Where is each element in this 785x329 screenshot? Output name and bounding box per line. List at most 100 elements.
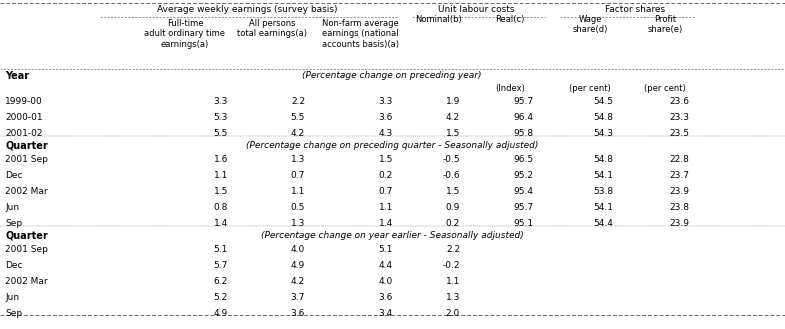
Text: 95.2: 95.2 — [513, 171, 533, 180]
Text: -0.6: -0.6 — [443, 171, 460, 180]
Text: (Percentage change on preceding quarter - Seasonally adjusted): (Percentage change on preceding quarter … — [246, 141, 539, 150]
Text: 23.3: 23.3 — [669, 113, 689, 122]
Text: 23.8: 23.8 — [669, 203, 689, 212]
Text: 4.9: 4.9 — [214, 309, 228, 318]
Text: 54.1: 54.1 — [593, 203, 613, 212]
Text: 96.4: 96.4 — [513, 113, 533, 122]
Text: 0.2: 0.2 — [446, 219, 460, 228]
Text: 54.1: 54.1 — [593, 171, 613, 180]
Text: 0.7: 0.7 — [290, 171, 305, 180]
Text: 4.0: 4.0 — [290, 245, 305, 254]
Text: All persons
total earnings(a): All persons total earnings(a) — [237, 19, 307, 38]
Text: 1.9: 1.9 — [446, 97, 460, 106]
Text: 5.2: 5.2 — [214, 293, 228, 302]
Text: 1999-00: 1999-00 — [5, 97, 42, 106]
Text: 2001 Sep: 2001 Sep — [5, 155, 48, 164]
Text: Average weekly earnings (survey basis): Average weekly earnings (survey basis) — [157, 5, 338, 14]
Text: 5.1: 5.1 — [378, 245, 393, 254]
Text: 3.3: 3.3 — [214, 97, 228, 106]
Text: 1.1: 1.1 — [446, 277, 460, 286]
Text: Sep: Sep — [5, 219, 22, 228]
Text: 23.7: 23.7 — [669, 171, 689, 180]
Text: 54.4: 54.4 — [593, 219, 613, 228]
Text: 4.9: 4.9 — [290, 261, 305, 270]
Text: Quarter: Quarter — [5, 231, 48, 241]
Text: 23.5: 23.5 — [669, 129, 689, 138]
Text: 5.1: 5.1 — [214, 245, 228, 254]
Text: Profit
share(e): Profit share(e) — [648, 15, 683, 35]
Text: 1.1: 1.1 — [214, 171, 228, 180]
Text: 4.2: 4.2 — [446, 113, 460, 122]
Text: 0.8: 0.8 — [214, 203, 228, 212]
Text: 1.1: 1.1 — [378, 203, 393, 212]
Text: 1.3: 1.3 — [290, 219, 305, 228]
Text: -0.5: -0.5 — [443, 155, 460, 164]
Text: Sep: Sep — [5, 309, 22, 318]
Text: 96.5: 96.5 — [513, 155, 533, 164]
Text: 4.3: 4.3 — [378, 129, 393, 138]
Text: -0.2: -0.2 — [443, 261, 460, 270]
Text: 3.6: 3.6 — [378, 293, 393, 302]
Text: 95.4: 95.4 — [513, 187, 533, 196]
Text: Non-farm average
earnings (national
accounts basis)(a): Non-farm average earnings (national acco… — [322, 19, 399, 49]
Text: 5.7: 5.7 — [214, 261, 228, 270]
Text: Dec: Dec — [5, 171, 23, 180]
Text: 1.5: 1.5 — [378, 155, 393, 164]
Text: Unit labour costs: Unit labour costs — [438, 5, 514, 14]
Text: 1.3: 1.3 — [446, 293, 460, 302]
Text: (per cent): (per cent) — [644, 84, 686, 93]
Text: 23.9: 23.9 — [669, 219, 689, 228]
Text: Dec: Dec — [5, 261, 23, 270]
Text: 0.5: 0.5 — [290, 203, 305, 212]
Text: 1.5: 1.5 — [446, 187, 460, 196]
Text: Wage
share(d): Wage share(d) — [572, 15, 608, 35]
Text: 2001 Sep: 2001 Sep — [5, 245, 48, 254]
Text: 2000-01: 2000-01 — [5, 113, 42, 122]
Text: 22.8: 22.8 — [669, 155, 689, 164]
Text: Real(c): Real(c) — [495, 15, 524, 24]
Text: 0.7: 0.7 — [378, 187, 393, 196]
Text: (Index): (Index) — [495, 84, 525, 93]
Text: 1.4: 1.4 — [214, 219, 228, 228]
Text: 95.7: 95.7 — [513, 203, 533, 212]
Text: 23.9: 23.9 — [669, 187, 689, 196]
Text: 53.8: 53.8 — [593, 187, 613, 196]
Text: 0.9: 0.9 — [446, 203, 460, 212]
Text: 2002 Mar: 2002 Mar — [5, 187, 48, 196]
Text: 5.5: 5.5 — [214, 129, 228, 138]
Text: 3.6: 3.6 — [378, 113, 393, 122]
Text: 54.3: 54.3 — [593, 129, 613, 138]
Text: Quarter: Quarter — [5, 141, 48, 151]
Text: 4.4: 4.4 — [379, 261, 393, 270]
Text: 3.6: 3.6 — [290, 309, 305, 318]
Text: 95.1: 95.1 — [513, 219, 533, 228]
Text: Year: Year — [5, 71, 29, 81]
Text: 54.8: 54.8 — [593, 155, 613, 164]
Text: (Percentage change on preceding year): (Percentage change on preceding year) — [302, 71, 482, 80]
Text: Full-time
adult ordinary time
earnings(a): Full-time adult ordinary time earnings(a… — [144, 19, 225, 49]
Text: 6.2: 6.2 — [214, 277, 228, 286]
Text: 2001-02: 2001-02 — [5, 129, 42, 138]
Text: 4.2: 4.2 — [291, 277, 305, 286]
Text: 3.7: 3.7 — [290, 293, 305, 302]
Text: 1.6: 1.6 — [214, 155, 228, 164]
Text: 5.3: 5.3 — [214, 113, 228, 122]
Text: 2.2: 2.2 — [446, 245, 460, 254]
Text: (per cent): (per cent) — [569, 84, 611, 93]
Text: 1.1: 1.1 — [290, 187, 305, 196]
Text: 5.5: 5.5 — [290, 113, 305, 122]
Text: 95.7: 95.7 — [513, 97, 533, 106]
Text: 2.2: 2.2 — [291, 97, 305, 106]
Text: Jun: Jun — [5, 293, 19, 302]
Text: Jun: Jun — [5, 203, 19, 212]
Text: 54.5: 54.5 — [593, 97, 613, 106]
Text: 4.2: 4.2 — [291, 129, 305, 138]
Text: 95.8: 95.8 — [513, 129, 533, 138]
Text: 0.2: 0.2 — [378, 171, 393, 180]
Text: Nominal(b): Nominal(b) — [414, 15, 462, 24]
Text: 2002 Mar: 2002 Mar — [5, 277, 48, 286]
Text: 54.8: 54.8 — [593, 113, 613, 122]
Text: 1.5: 1.5 — [446, 129, 460, 138]
Text: Factor shares: Factor shares — [605, 5, 665, 14]
Text: 4.0: 4.0 — [378, 277, 393, 286]
